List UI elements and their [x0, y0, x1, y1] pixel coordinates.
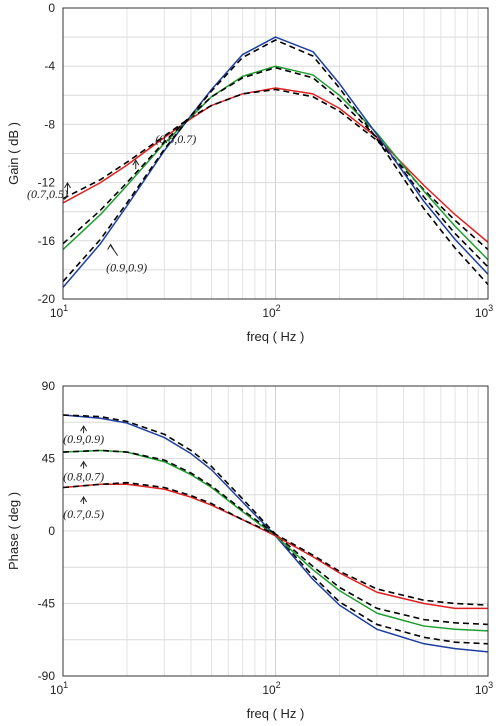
x-tick-label: 102	[262, 303, 280, 320]
annotation-label: (0.8,0.7)	[63, 470, 104, 484]
annotation-arrowhead	[64, 181, 71, 189]
annotation-arrowhead	[107, 243, 115, 250]
grid	[63, 386, 488, 676]
annotation-label: (0.9,0.9)	[63, 432, 104, 446]
annotation-arrowhead	[80, 425, 88, 432]
y-tick-label: -12	[38, 176, 56, 190]
series-line-1	[62, 414, 489, 653]
y-axis-label: Phase ( deg )	[6, 492, 21, 570]
y-tick-label: -8	[44, 117, 55, 131]
y-tick-label: 90	[42, 379, 56, 393]
annotation-arrowhead	[80, 496, 88, 503]
annotation-label: (0.9,0.9)	[106, 261, 147, 275]
annotation-label: (0.7,0.5)	[27, 187, 68, 201]
annotation-label: (0.8,0.7)	[155, 132, 196, 146]
series-line-5	[62, 36, 489, 288]
x-axis-label: freq ( Hz )	[247, 329, 305, 344]
y-tick-label: -4	[44, 59, 55, 73]
x-tick-label: 101	[50, 680, 68, 697]
y-tick-label: -45	[38, 597, 56, 611]
x-tick-label: 102	[262, 680, 280, 697]
x-axis-label: freq ( Hz )	[247, 706, 305, 721]
annotation-arrowhead	[80, 460, 88, 467]
series-line-2	[62, 414, 489, 645]
y-axis-label: Gain ( dB )	[6, 122, 21, 185]
y-tick-label: -20	[38, 292, 56, 306]
x-tick-label: 103	[475, 303, 493, 320]
annotation-label: (0.7,0.5)	[63, 507, 104, 521]
plot-frame	[62, 385, 489, 677]
series-line-3	[62, 65, 489, 261]
x-tick-label: 103	[475, 680, 493, 697]
y-tick-label: -90	[38, 669, 56, 683]
grid	[63, 8, 488, 299]
y-tick-label: -16	[38, 234, 56, 248]
series-line-4	[62, 66, 489, 268]
series-line-6	[62, 39, 489, 285]
y-tick-label: 0	[48, 524, 55, 538]
series-line-4	[62, 449, 489, 626]
plot-frame	[62, 7, 489, 300]
series-line-6	[62, 481, 489, 606]
y-tick-label: 0	[48, 1, 55, 15]
annotation-arrowhead	[132, 159, 140, 166]
x-tick-label: 101	[50, 303, 68, 320]
y-tick-label: 45	[42, 452, 56, 466]
